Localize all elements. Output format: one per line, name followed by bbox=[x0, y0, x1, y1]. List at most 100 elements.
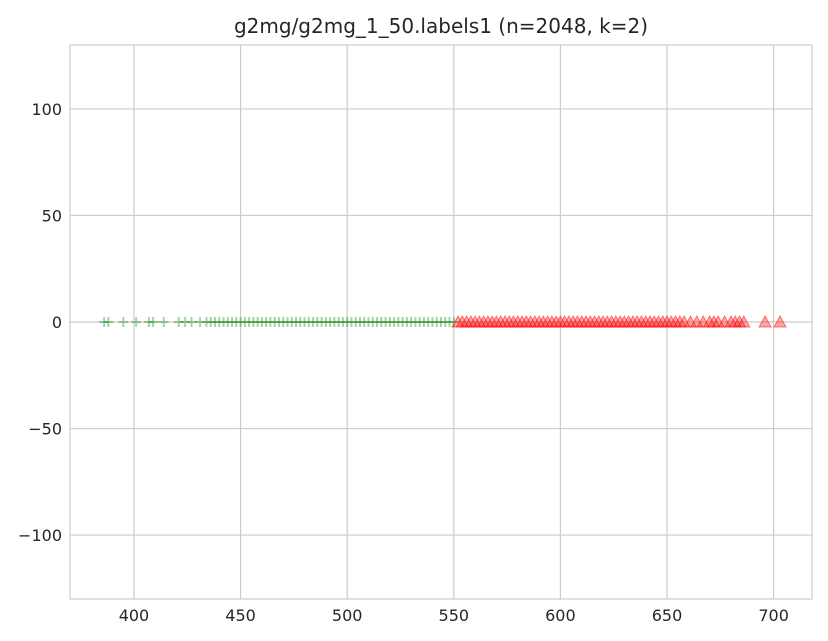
data-point bbox=[523, 314, 538, 328]
data-point bbox=[265, 317, 276, 327]
data-point bbox=[621, 314, 636, 328]
data-point bbox=[354, 317, 365, 327]
data-point bbox=[643, 314, 657, 328]
data-point bbox=[527, 314, 542, 328]
data-point bbox=[380, 317, 391, 327]
data-point bbox=[519, 314, 534, 328]
data-point bbox=[574, 314, 589, 328]
y-tick-label: 0 bbox=[52, 313, 62, 332]
x-tick-label: 450 bbox=[225, 606, 256, 625]
data-point bbox=[173, 317, 184, 327]
data-point bbox=[683, 314, 698, 328]
data-points bbox=[99, 314, 787, 328]
data-point bbox=[384, 317, 395, 327]
data-point bbox=[201, 317, 212, 327]
data-point bbox=[444, 317, 455, 327]
data-point bbox=[732, 314, 747, 328]
data-point bbox=[148, 317, 159, 327]
data-point bbox=[604, 314, 619, 328]
data-point bbox=[540, 314, 555, 328]
data-point bbox=[608, 314, 623, 328]
data-point bbox=[363, 317, 374, 327]
data-point bbox=[440, 317, 451, 327]
data-point bbox=[397, 317, 408, 327]
data-point bbox=[707, 314, 721, 328]
data-point bbox=[634, 314, 649, 328]
data-point bbox=[346, 317, 357, 327]
data-point bbox=[231, 317, 242, 327]
data-point bbox=[389, 317, 400, 327]
data-point bbox=[256, 317, 267, 327]
data-point bbox=[99, 317, 110, 327]
data-point bbox=[312, 317, 323, 327]
data-point bbox=[758, 314, 772, 328]
data-point bbox=[239, 317, 250, 327]
data-point bbox=[566, 314, 581, 328]
data-point bbox=[468, 314, 482, 328]
data-point bbox=[393, 317, 404, 327]
data-point bbox=[711, 314, 726, 328]
data-point bbox=[316, 317, 327, 327]
data-point bbox=[493, 314, 508, 328]
data-point bbox=[367, 317, 378, 327]
data-point bbox=[329, 317, 340, 327]
data-point bbox=[596, 314, 610, 328]
data-point bbox=[617, 314, 632, 328]
data-point bbox=[376, 317, 387, 327]
x-tick-label: 400 bbox=[119, 606, 150, 625]
data-point bbox=[414, 317, 425, 327]
x-tick-label: 550 bbox=[439, 606, 470, 625]
data-point bbox=[299, 317, 310, 327]
data-point bbox=[562, 314, 576, 328]
data-point bbox=[158, 317, 169, 327]
data-point bbox=[510, 314, 525, 328]
data-point bbox=[672, 314, 687, 328]
data-point bbox=[451, 314, 465, 328]
data-point bbox=[359, 317, 370, 327]
data-point bbox=[227, 317, 238, 327]
data-point bbox=[459, 314, 474, 328]
data-point bbox=[244, 317, 255, 327]
y-tick-label: −100 bbox=[18, 526, 62, 545]
data-point bbox=[248, 317, 259, 327]
data-point bbox=[702, 314, 717, 328]
data-point bbox=[180, 317, 191, 327]
data-point bbox=[532, 314, 546, 328]
x-tick-label: 500 bbox=[332, 606, 363, 625]
x-tick-label: 600 bbox=[545, 606, 576, 625]
data-point bbox=[677, 314, 691, 328]
data-point bbox=[472, 314, 487, 328]
data-point bbox=[303, 317, 314, 327]
data-point bbox=[214, 317, 225, 327]
y-tick-label: 50 bbox=[42, 206, 62, 225]
data-point bbox=[143, 317, 154, 327]
data-point bbox=[464, 314, 478, 328]
data-point bbox=[235, 317, 246, 327]
data-point bbox=[489, 314, 504, 328]
series-0 bbox=[99, 317, 459, 327]
data-point bbox=[103, 317, 114, 327]
data-point bbox=[269, 317, 280, 327]
data-point bbox=[591, 314, 606, 328]
data-point bbox=[118, 317, 129, 327]
data-point bbox=[431, 317, 442, 327]
data-point bbox=[579, 314, 593, 328]
data-point bbox=[401, 317, 412, 327]
data-point bbox=[651, 314, 666, 328]
data-point bbox=[222, 317, 233, 327]
data-point bbox=[427, 317, 438, 327]
series-1 bbox=[451, 314, 787, 328]
data-point bbox=[717, 314, 732, 328]
data-point bbox=[423, 317, 434, 327]
data-point bbox=[773, 314, 787, 328]
data-point bbox=[630, 314, 645, 328]
data-point bbox=[638, 314, 653, 328]
data-point bbox=[186, 317, 197, 327]
data-point bbox=[506, 314, 521, 328]
data-point bbox=[252, 317, 263, 327]
data-point bbox=[436, 317, 446, 327]
data-point bbox=[498, 314, 512, 328]
data-point bbox=[668, 314, 683, 328]
data-point bbox=[406, 317, 417, 327]
